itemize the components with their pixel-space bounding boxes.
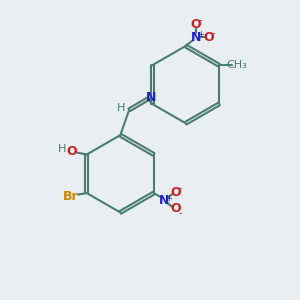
Text: +: + bbox=[165, 194, 172, 203]
Text: O: O bbox=[191, 18, 201, 31]
Text: O: O bbox=[170, 186, 181, 199]
Text: O: O bbox=[170, 202, 181, 215]
Text: +: + bbox=[197, 30, 204, 39]
Text: Br: Br bbox=[63, 190, 78, 202]
Text: O: O bbox=[67, 145, 77, 158]
Text: CH₃: CH₃ bbox=[226, 60, 247, 70]
Text: H: H bbox=[117, 103, 125, 113]
Text: N: N bbox=[146, 91, 156, 103]
Text: -: - bbox=[199, 15, 202, 26]
Text: -: - bbox=[179, 208, 182, 218]
Text: H: H bbox=[58, 143, 67, 154]
Text: -: - bbox=[179, 183, 182, 193]
Text: N: N bbox=[159, 194, 169, 207]
Text: -: - bbox=[212, 28, 215, 38]
Text: O: O bbox=[203, 31, 214, 44]
Text: N: N bbox=[191, 31, 201, 44]
